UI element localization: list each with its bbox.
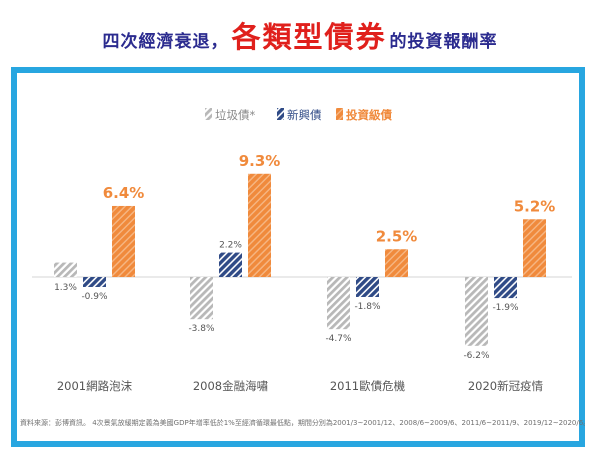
legend-swatch-ig bbox=[336, 108, 343, 120]
page-title: 四次經濟衰退， 各類型債券 的投資報酬率 bbox=[0, 14, 600, 60]
data-label-ig-3: 5.2% bbox=[514, 197, 556, 215]
data-label-junk-1: -3.8% bbox=[188, 324, 215, 334]
data-label-emerging-0: -0.9% bbox=[81, 292, 108, 302]
data-label-junk-2: -4.7% bbox=[325, 334, 352, 344]
data-label-emerging-2: -1.8% bbox=[354, 302, 381, 312]
bar-junk-2 bbox=[327, 277, 350, 330]
bar-ig-0 bbox=[112, 205, 135, 277]
category-label-0: 2001網路泡沫 bbox=[57, 379, 133, 393]
bar-emerging-0 bbox=[83, 277, 106, 287]
category-label-2: 2011歐債危機 bbox=[330, 379, 406, 393]
data-label-ig-2: 2.5% bbox=[376, 227, 418, 245]
category-label-3: 2020新冠疫情 bbox=[468, 379, 544, 393]
legend-swatch-emerging bbox=[277, 108, 284, 120]
title-prefix: 四次經濟衰退， bbox=[102, 32, 229, 52]
title-suffix: 的投資報酬率 bbox=[389, 32, 498, 52]
bar-emerging-3 bbox=[494, 277, 517, 299]
chart-bars bbox=[54, 173, 546, 346]
bar-junk-0 bbox=[54, 262, 77, 277]
data-label-junk-3: -6.2% bbox=[463, 351, 490, 361]
legend-label-junk: 垃圾債* bbox=[215, 108, 255, 122]
bar-emerging-1 bbox=[219, 252, 242, 277]
source-footnote: 資料來源：彭博資訊。 4次景氣放緩期定義為美國GDP年增率低於1%至經濟循環最低… bbox=[20, 419, 585, 427]
data-label-ig-1: 9.3% bbox=[239, 152, 281, 170]
bar-emerging-2 bbox=[356, 277, 379, 297]
data-label-emerging-1: 2.2% bbox=[219, 241, 242, 251]
bar-ig-2 bbox=[385, 249, 408, 277]
data-label-ig-0: 6.4% bbox=[103, 184, 145, 202]
bar-ig-3 bbox=[523, 219, 546, 277]
chart-category-labels: 2001網路泡沫 2008金融海嘯 2011歐債危機 2020新冠疫情 bbox=[57, 379, 544, 393]
data-label-emerging-3: -1.9% bbox=[492, 303, 519, 313]
title-highlight: 各類型債券 bbox=[231, 20, 387, 54]
data-label-junk-0: 1.3% bbox=[54, 283, 77, 293]
legend-label-ig: 投資級債 bbox=[346, 108, 392, 122]
legend-label-emerging: 新興債 bbox=[287, 108, 322, 122]
bar-junk-3 bbox=[465, 277, 488, 346]
chart-legend: 垃圾債* 新興債 投資級債 bbox=[205, 108, 392, 122]
category-label-1: 2008金融海嘯 bbox=[193, 379, 269, 393]
bar-ig-1 bbox=[248, 173, 271, 277]
legend-swatch-junk bbox=[205, 108, 212, 120]
chart-frame bbox=[11, 67, 585, 447]
chart-data-labels: 1.3% -3.8% -4.7% -6.2% -0.9% 2.2% -1.8% -1.9% 6.… bbox=[54, 152, 555, 361]
bar-junk-1 bbox=[190, 277, 213, 320]
